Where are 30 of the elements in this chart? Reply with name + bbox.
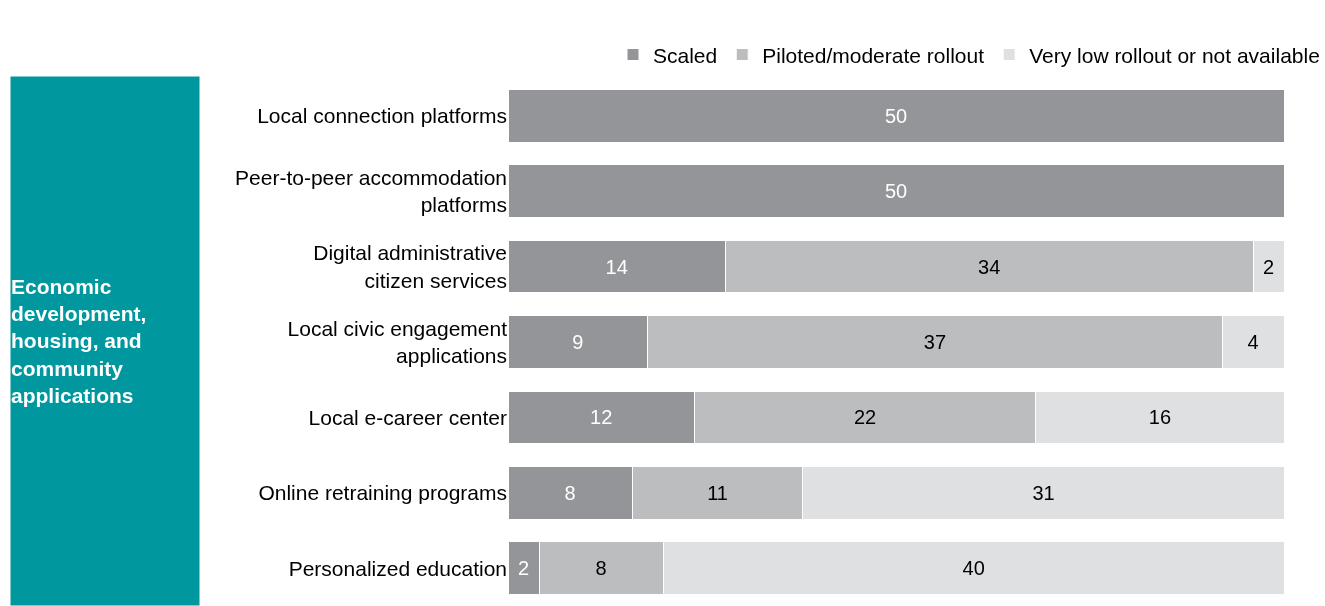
data-label: 11 bbox=[707, 481, 728, 504]
data-label: 8 bbox=[595, 557, 607, 580]
data-label: 4 bbox=[1247, 331, 1259, 353]
bar bbox=[508, 164, 1285, 219]
y-tick-label: Personalized education bbox=[288, 556, 507, 580]
y-tick-label: Digital administrative citizen services bbox=[313, 241, 507, 292]
data-label: 12 bbox=[590, 406, 613, 429]
data-label: 16 bbox=[1148, 406, 1172, 429]
y-tick-label: Online retraining programs bbox=[258, 481, 507, 505]
legend-label: Scaled bbox=[653, 43, 718, 67]
data-label: 50 bbox=[884, 104, 908, 127]
data-label: 2 bbox=[1263, 255, 1275, 278]
data-label: 14 bbox=[605, 255, 628, 278]
legend-label: Piloted/moderate rollout bbox=[762, 43, 985, 67]
data-label: 40 bbox=[962, 557, 985, 580]
legend-label: Very low rollout or not available bbox=[1029, 43, 1320, 67]
data-label: 22 bbox=[853, 406, 877, 429]
text: Economic development, housing, and community applications bbox=[11, 274, 147, 408]
y-tick-label: Local civic engagement applications bbox=[287, 316, 508, 367]
y-tick-label: Local e-career center bbox=[308, 405, 507, 429]
bar bbox=[508, 88, 1285, 143]
data-label: 8 bbox=[564, 481, 576, 504]
data-label: 34 bbox=[978, 255, 1001, 278]
data-label: 9 bbox=[572, 331, 584, 353]
y-tick-label: Local connection platforms bbox=[257, 104, 507, 128]
data-label: 31 bbox=[1032, 481, 1055, 504]
data-label: 37 bbox=[923, 331, 947, 353]
data-label: 50 bbox=[884, 180, 908, 203]
data-label: 2 bbox=[517, 557, 530, 580]
y-tick-label: Peer-to-peer accommodation platforms bbox=[235, 165, 507, 217]
